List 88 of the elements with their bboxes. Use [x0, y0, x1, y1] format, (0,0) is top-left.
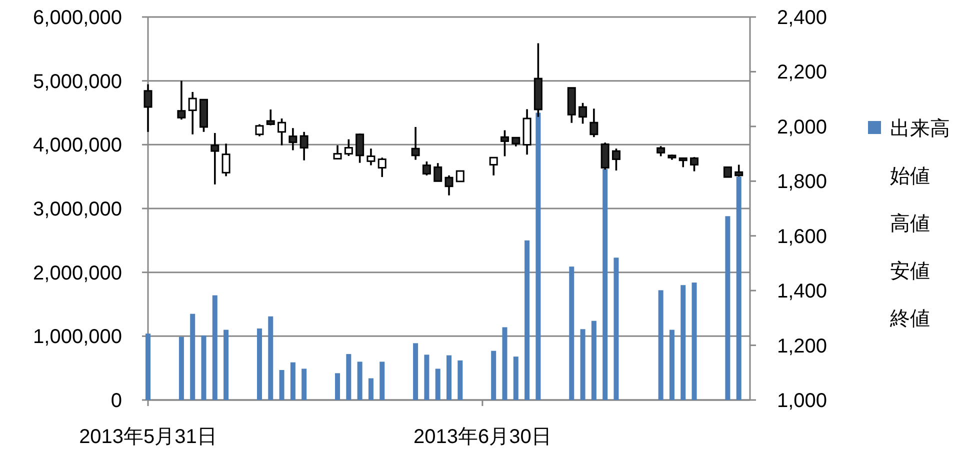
bar — [614, 258, 619, 400]
candlestick — [300, 131, 308, 162]
bar — [413, 343, 418, 400]
bar — [536, 112, 541, 400]
x-tick-label: 2013年6月30日 — [414, 426, 552, 448]
y2-tick-label: 1,600 — [777, 226, 828, 248]
candlestick — [656, 145, 666, 158]
y2-tick-label: 2,200 — [777, 62, 828, 84]
bar — [178, 336, 184, 400]
candlestick — [723, 166, 732, 178]
y2-tick-label: 2,000 — [777, 116, 828, 138]
candlestick — [444, 174, 454, 196]
bar — [502, 327, 508, 400]
candlestick — [612, 148, 620, 172]
candlestick — [690, 156, 699, 172]
bar — [201, 336, 206, 400]
bar — [302, 368, 307, 400]
bar — [146, 334, 150, 400]
legend-label: 出来高 — [890, 117, 950, 140]
x-tick-label: 2013年5月31日 — [79, 426, 217, 448]
bar — [513, 356, 518, 400]
bar — [680, 285, 686, 400]
y-tick-label: 5,000,000 — [33, 70, 122, 93]
candlestick — [734, 164, 744, 178]
bar — [380, 362, 385, 400]
bar — [591, 320, 596, 400]
y2-tick-label: 1,000 — [777, 390, 828, 412]
bar — [446, 355, 452, 400]
y2-tick-label: 1,400 — [777, 280, 828, 303]
bar — [335, 373, 340, 400]
bar — [368, 378, 374, 400]
bar — [692, 282, 697, 400]
candlestick — [344, 138, 353, 157]
candlestick — [356, 132, 364, 164]
text: 安値 — [890, 260, 930, 282]
bar — [725, 216, 730, 400]
candlestick — [333, 144, 342, 160]
candlestick — [188, 91, 197, 136]
candlestick — [578, 102, 588, 125]
text: 高値 — [890, 212, 930, 235]
bar — [357, 362, 362, 400]
bar — [224, 330, 229, 400]
y2-tick-label: 1,800 — [777, 171, 828, 194]
candlestick — [411, 126, 420, 161]
bar — [524, 240, 530, 400]
candlestick — [177, 80, 186, 120]
candlestick — [222, 142, 230, 178]
bar — [424, 354, 430, 400]
bar — [580, 329, 586, 400]
candlestick — [378, 156, 386, 178]
bar — [458, 360, 463, 400]
y-tick-label: 4,000,000 — [33, 134, 122, 157]
candlestick — [144, 83, 152, 133]
bar — [279, 370, 284, 400]
candlestick — [366, 148, 376, 166]
y-tick-label: 1,000,000 — [33, 326, 122, 348]
candlestick — [500, 129, 509, 158]
candlestick — [512, 136, 520, 148]
candlestick — [489, 156, 498, 176]
y2-tick-label: 1,200 — [777, 335, 828, 358]
y-tick-label: 6,000,000 — [33, 7, 122, 29]
candlestick — [422, 160, 431, 176]
bar — [658, 290, 664, 400]
candlestick — [266, 108, 275, 126]
candlestick — [600, 142, 610, 171]
bar — [256, 328, 262, 400]
candlestick — [278, 118, 286, 146]
bar — [569, 266, 574, 400]
bar — [346, 354, 352, 400]
candlestick — [678, 157, 688, 168]
candlestick — [434, 162, 442, 182]
bar — [212, 295, 218, 400]
y-tick-label: 0 — [110, 390, 122, 412]
y-tick-label: 3,000,000 — [33, 198, 122, 220]
bar — [290, 362, 296, 400]
text: 始値 — [890, 166, 930, 188]
text: 終値 — [889, 308, 930, 330]
bar — [491, 350, 496, 400]
candlestick — [210, 132, 220, 186]
y-tick-label: 2,000,000 — [33, 262, 122, 284]
candlestick — [255, 123, 264, 138]
candlestick — [288, 127, 298, 152]
bar — [435, 368, 440, 400]
y2-tick-label: 2,400 — [777, 7, 828, 29]
candlestick — [590, 108, 598, 138]
bar — [190, 314, 196, 400]
bar — [669, 330, 674, 400]
bar — [268, 316, 274, 400]
